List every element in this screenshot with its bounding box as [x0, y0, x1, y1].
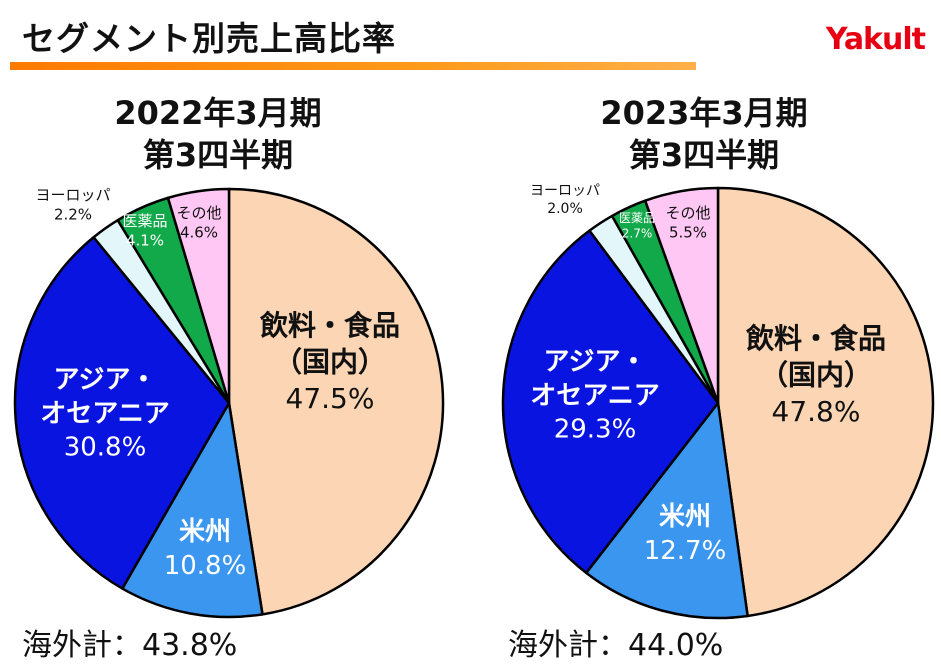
- slice-name-domestic-food-2023: （国内）: [760, 358, 872, 391]
- slice-name-asia-oceania-2023: アジア・: [544, 347, 647, 377]
- slice-value-asia-oceania-2022: 30.8%: [64, 433, 147, 463]
- slice-name-domestic-food-2023: 飲料・食品: [746, 322, 886, 355]
- slice-value-americas-2022: 10.8%: [164, 551, 247, 581]
- slice-value-pharma-2022: 4.1%: [126, 232, 164, 250]
- slice-value-domestic-food-2023: 47.8%: [772, 395, 861, 428]
- slice-name-other-2022: その他: [176, 204, 221, 222]
- slice-value-americas-2023: 12.7%: [644, 536, 727, 566]
- slice-value-europe-2022: 2.2%: [54, 206, 92, 224]
- page-title: セグメント別売上高比率: [22, 19, 396, 58]
- label-europe-2022: ヨーロッパ 2.2%: [35, 186, 110, 224]
- period-title-2022: 2022年3月期 第3四半期: [48, 92, 388, 176]
- slice-name-domestic-food-2022: （国内）: [274, 345, 386, 378]
- slice-asia-oceania-2023: [501, 229, 720, 575]
- slice-domestic-food-2023: [716, 186, 935, 618]
- slice-americas-2022: [121, 401, 264, 619]
- label-asia-oceania-2022: アジア・オセアニア 30.8%: [40, 365, 169, 463]
- slice-value-domestic-food-2022: 47.5%: [286, 382, 375, 415]
- title-underline-bar: [10, 62, 696, 70]
- label-domestic-food-2023: 飲料・食品（国内） 47.8%: [746, 322, 886, 428]
- label-americas-2023: 米州 12.7%: [644, 502, 727, 566]
- label-americas-2022: 米州 10.8%: [164, 517, 247, 581]
- period-quarter-2022: 第3四半期: [142, 136, 294, 174]
- slice-name-other-2023: その他: [665, 204, 710, 222]
- slice-value-asia-oceania-2023: 29.3%: [554, 415, 637, 445]
- label-other-2022: その他 4.6%: [176, 204, 221, 242]
- overseas-total-2022: 海外計：43.8%: [22, 628, 238, 663]
- slice-asia-oceania-2022: [13, 236, 231, 590]
- period-year-2022: 2022年3月期: [114, 94, 322, 132]
- slice-americas-2023: [584, 401, 749, 620]
- slice-name-asia-oceania-2022: アジア・: [54, 365, 157, 395]
- slice-name-asia-oceania-2022: オセアニア: [40, 399, 169, 429]
- slice-name-pharma-2022: 医薬品: [122, 212, 167, 230]
- slice-value-other-2023: 5.5%: [669, 224, 707, 242]
- slice-name-pharma-2023: 医薬品: [619, 211, 655, 225]
- yakult-logo: Yakult: [825, 22, 926, 57]
- slice-other-2022: [166, 187, 231, 405]
- slice-name-asia-oceania-2023: オセアニア: [530, 381, 659, 411]
- slice-name-americas-2022: 米州: [179, 517, 231, 547]
- slice-name-europe-2022: ヨーロッパ: [35, 186, 110, 204]
- slice-name-domestic-food-2022: 飲料・食品: [260, 309, 400, 342]
- label-domestic-food-2022: 飲料・食品（国内） 47.5%: [260, 309, 400, 415]
- period-title-2023: 2023年3月期 第3四半期: [534, 92, 874, 176]
- slice-value-pharma-2023: 2.7%: [622, 227, 653, 241]
- slice-value-europe-2023: 2.0%: [547, 201, 583, 217]
- overseas-total-2023: 海外計：44.0%: [508, 628, 724, 663]
- label-pharma-2022: 医薬品 4.1%: [122, 212, 167, 250]
- slice-name-americas-2023: 米州: [659, 502, 711, 532]
- label-other-2023: その他 5.5%: [665, 204, 710, 242]
- label-asia-oceania-2023: アジア・オセアニア 29.3%: [530, 347, 659, 445]
- slice-name-europe-2023: ヨーロッパ: [530, 183, 600, 199]
- label-europe-2023: ヨーロッパ 2.0%: [530, 183, 600, 217]
- slice-other-2023: [643, 186, 720, 405]
- label-pharma-2023: 医薬品 2.7%: [619, 211, 655, 241]
- slice-value-other-2022: 4.6%: [180, 224, 218, 242]
- slice-domestic-food-2022: [227, 187, 445, 616]
- period-quarter-2023: 第3四半期: [628, 136, 780, 174]
- period-year-2023: 2023年3月期: [600, 94, 808, 132]
